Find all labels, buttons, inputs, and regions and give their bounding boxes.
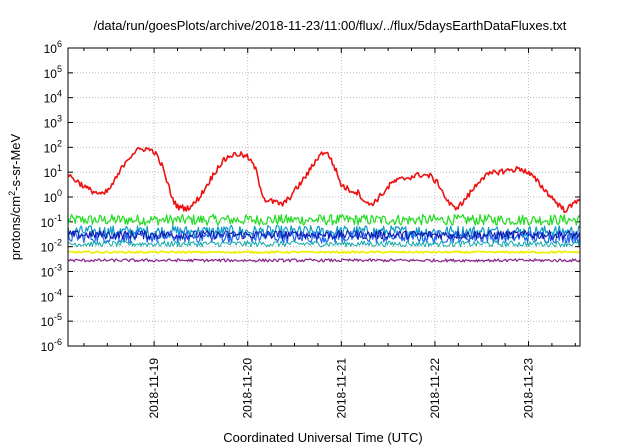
- chart-title: /data/run/goesPlots/archive/2018-11-23/1…: [94, 18, 567, 33]
- y-tick-label: 101: [44, 163, 62, 180]
- y-tick-label: 104: [44, 89, 62, 106]
- y-tick-label: 10-1: [41, 213, 62, 230]
- y-tick-label: 10-5: [41, 312, 62, 329]
- y-tick-label: 102: [44, 138, 62, 155]
- y-tick-label: 10-3: [41, 263, 62, 280]
- y-tick-label: 105: [44, 64, 62, 81]
- y-tick-label: 100: [44, 188, 62, 205]
- series-line-6: [68, 250, 580, 254]
- y-tick-label: 10-4: [41, 287, 62, 304]
- y-axis-label: protons/cm2-s-sr-MeV: [7, 133, 23, 260]
- x-tick-label: 2018-11-23: [522, 358, 536, 419]
- series-line-5: [68, 240, 580, 248]
- series-line-0: [68, 147, 580, 214]
- y-tick-label: 103: [44, 114, 62, 131]
- x-tick-label: 2018-11-22: [428, 358, 442, 419]
- y-tick-label: 10-6: [41, 337, 62, 354]
- x-tick-label: 2018-11-21: [334, 358, 348, 419]
- series-line-7: [68, 258, 580, 263]
- series-line-4: [68, 229, 580, 240]
- x-tick-label: 2018-11-19: [147, 358, 161, 419]
- x-axis-label: Coordinated Universal Time (UTC): [223, 430, 422, 445]
- y-tick-label: 10-2: [41, 238, 62, 255]
- series-line-3: [68, 230, 580, 244]
- series-line-1: [68, 213, 580, 226]
- x-tick-label: 2018-11-20: [241, 358, 255, 419]
- plot-frame: [67, 47, 581, 347]
- y-tick-label: 106: [44, 39, 62, 56]
